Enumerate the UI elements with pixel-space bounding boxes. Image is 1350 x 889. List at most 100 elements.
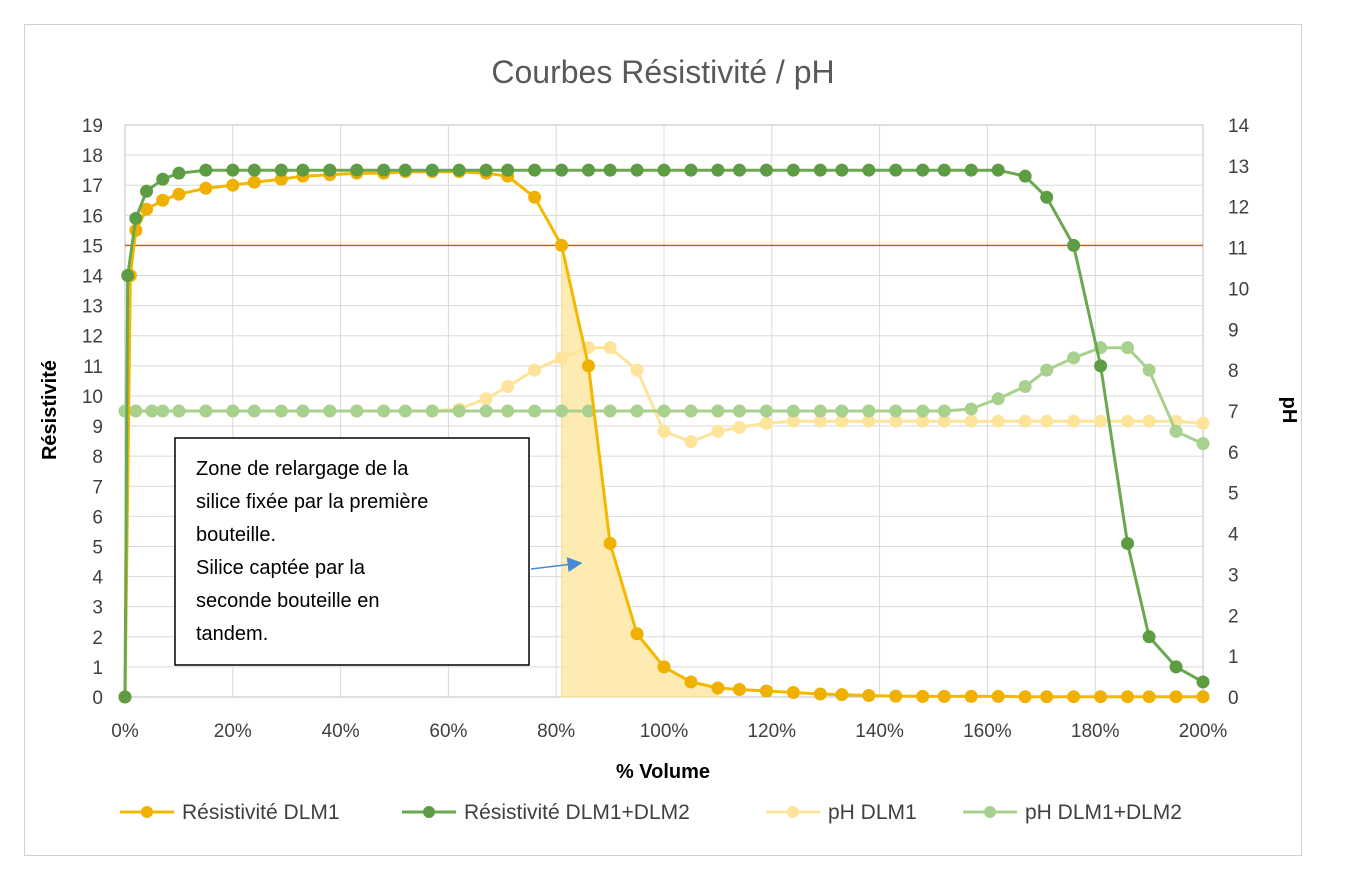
data-point bbox=[759, 404, 773, 418]
data-point bbox=[991, 689, 1005, 703]
legend-swatch-marker bbox=[423, 806, 435, 818]
y-tick-label: 7 bbox=[92, 477, 103, 498]
data-point bbox=[452, 163, 466, 177]
data-point bbox=[1121, 414, 1135, 428]
data-point bbox=[377, 404, 391, 418]
data-point bbox=[1142, 690, 1156, 704]
series-1 bbox=[118, 163, 1210, 704]
x-tick-label: 100% bbox=[640, 721, 689, 742]
data-point bbox=[603, 404, 617, 418]
axis-layer: 0123456789101112131415161718190123456789… bbox=[82, 116, 1250, 742]
y2-tick-label: 3 bbox=[1228, 565, 1239, 586]
y-tick-label: 11 bbox=[83, 357, 103, 378]
data-point bbox=[156, 172, 170, 186]
y-tick-label: 10 bbox=[82, 387, 103, 408]
legend-label: Résistivité DLM1 bbox=[182, 801, 340, 824]
data-point bbox=[350, 404, 364, 418]
x-tick-label: 0% bbox=[111, 721, 139, 742]
y2-tick-label: 5 bbox=[1228, 484, 1239, 505]
data-point bbox=[711, 424, 725, 438]
data-point bbox=[121, 269, 135, 283]
data-point bbox=[425, 163, 439, 177]
data-point bbox=[274, 404, 288, 418]
y-tick-label: 0 bbox=[92, 688, 103, 709]
data-point bbox=[937, 163, 951, 177]
data-point bbox=[684, 404, 698, 418]
data-point bbox=[991, 163, 1005, 177]
data-point bbox=[657, 163, 671, 177]
data-point bbox=[657, 660, 671, 674]
data-point bbox=[296, 163, 310, 177]
data-point bbox=[1040, 690, 1054, 704]
data-point bbox=[1067, 351, 1081, 365]
data-point bbox=[129, 211, 143, 225]
x-tick-label: 60% bbox=[429, 721, 467, 742]
data-point bbox=[813, 404, 827, 418]
data-point bbox=[916, 689, 930, 703]
data-point bbox=[630, 363, 644, 377]
annotation-line: bouteille. bbox=[196, 524, 276, 546]
data-point bbox=[118, 690, 132, 704]
data-point bbox=[172, 404, 186, 418]
data-point bbox=[1169, 660, 1183, 674]
data-point bbox=[199, 404, 213, 418]
data-point bbox=[603, 341, 617, 355]
annotation-line: tandem. bbox=[196, 623, 268, 645]
data-point bbox=[1142, 414, 1156, 428]
data-point bbox=[1094, 414, 1108, 428]
x-tick-label: 20% bbox=[214, 721, 252, 742]
data-point bbox=[274, 163, 288, 177]
data-point bbox=[937, 404, 951, 418]
data-point bbox=[555, 238, 569, 252]
legend-item-1: Résistivité DLM1+DLM2 bbox=[402, 801, 690, 824]
y2-tick-label: 10 bbox=[1228, 279, 1249, 300]
series-line bbox=[123, 168, 1204, 698]
data-point bbox=[1018, 414, 1032, 428]
annotation-line: Silice captée par la bbox=[196, 557, 366, 579]
data-point bbox=[501, 404, 515, 418]
data-point bbox=[1121, 341, 1135, 355]
annotation-line: Zone de relargage de la bbox=[196, 458, 409, 480]
data-point bbox=[247, 175, 261, 189]
data-point bbox=[479, 163, 493, 177]
data-point bbox=[786, 404, 800, 418]
x-tick-label: 140% bbox=[855, 721, 904, 742]
data-point bbox=[1094, 359, 1108, 373]
legend-item-3: pH DLM1+DLM2 bbox=[963, 801, 1182, 824]
y2-tick-label: 12 bbox=[1228, 198, 1249, 219]
data-point bbox=[226, 404, 240, 418]
data-point bbox=[916, 163, 930, 177]
chart-title: Courbes Résistivité / pH bbox=[491, 54, 834, 90]
data-point bbox=[1142, 630, 1156, 644]
annotation-line: seconde bouteille en bbox=[196, 590, 379, 612]
y-tick-label: 9 bbox=[92, 417, 103, 438]
data-point bbox=[711, 163, 725, 177]
data-point bbox=[630, 404, 644, 418]
y2-axis-title: pH bbox=[1278, 397, 1300, 424]
data-point bbox=[156, 404, 170, 418]
data-point bbox=[199, 181, 213, 195]
x-tick-label: 180% bbox=[1071, 721, 1120, 742]
data-point bbox=[964, 163, 978, 177]
data-point bbox=[1196, 437, 1210, 451]
data-point bbox=[964, 402, 978, 416]
y-tick-label: 3 bbox=[92, 598, 103, 619]
data-point bbox=[732, 682, 746, 696]
series-3 bbox=[118, 341, 1210, 451]
data-point bbox=[889, 163, 903, 177]
data-point bbox=[1067, 238, 1081, 252]
chart-svg: Courbes Résistivité / pH 012345678910111… bbox=[39, 54, 1300, 824]
data-point bbox=[1121, 536, 1135, 550]
data-point bbox=[425, 404, 439, 418]
data-point bbox=[323, 163, 337, 177]
data-point bbox=[582, 163, 596, 177]
data-point bbox=[528, 363, 542, 377]
data-point bbox=[630, 627, 644, 641]
data-point bbox=[528, 190, 542, 204]
data-point bbox=[916, 404, 930, 418]
y2-tick-label: 4 bbox=[1228, 525, 1239, 546]
data-point bbox=[759, 163, 773, 177]
y-tick-label: 2 bbox=[92, 628, 103, 649]
data-point bbox=[1018, 379, 1032, 393]
data-point bbox=[350, 163, 364, 177]
